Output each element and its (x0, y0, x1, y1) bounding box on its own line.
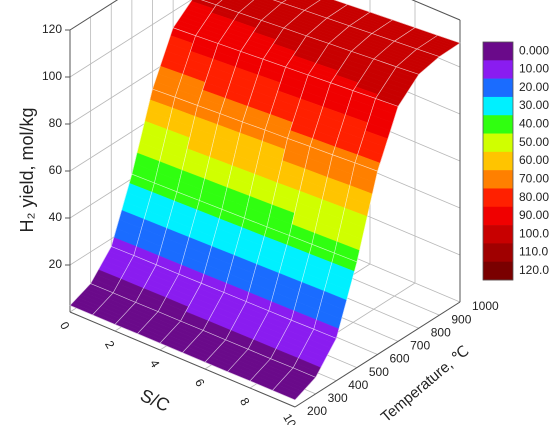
x-tick-label: 10 (280, 411, 299, 425)
colorbar-swatch (483, 133, 513, 153)
colorbar-label: 0.000 (519, 43, 549, 57)
colorbar-swatch (483, 78, 513, 98)
colorbar-label: 120.0 (519, 263, 549, 277)
x-tick-label: 8 (237, 395, 253, 408)
colorbar-swatch (483, 188, 513, 208)
colorbar-label: 50.00 (519, 135, 549, 149)
x-tick-label: 0 (57, 319, 73, 332)
colorbar-swatch (483, 206, 513, 226)
z-tick-label: 40 (49, 210, 63, 224)
colorbar-label: 30.00 (519, 98, 549, 112)
y-tick-label: 1000 (472, 299, 499, 313)
axis-line (69, 311, 296, 408)
colorbar-label: 90.00 (519, 208, 549, 222)
axis-line (411, 0, 461, 21)
x-tick-label: 6 (192, 376, 208, 389)
colorbar-label: 40.00 (519, 117, 549, 131)
y-tick-label: 200 (307, 404, 327, 418)
colorbar-label: 70.00 (519, 171, 549, 185)
y-tick-label: 400 (348, 378, 368, 392)
colorbar-swatch (483, 60, 513, 79)
axis-line (69, 0, 119, 31)
x-axis-label: S/C (137, 385, 173, 416)
y-tick-label: 300 (328, 391, 348, 405)
colorbar-label: 20.00 (519, 80, 549, 94)
z-tick-label: 100 (42, 69, 62, 83)
colorbar-swatch (483, 151, 513, 171)
y-tick-label: 600 (390, 352, 410, 366)
colorbar-label: 110.0 (519, 245, 548, 259)
x-tick-label: 4 (147, 357, 163, 370)
y-tick-label: 900 (451, 312, 471, 326)
z-tick-label: 60 (49, 163, 63, 177)
z-tick-label: 20 (49, 257, 63, 271)
surface (69, 0, 461, 401)
z-tick-label: 120 (42, 22, 62, 36)
colorbar-swatch (483, 170, 513, 189)
colorbar-swatch (483, 225, 513, 244)
colorbar-label: 100.0 (519, 226, 549, 240)
y-tick-label: 700 (410, 339, 430, 353)
x-tick-label: 2 (102, 338, 118, 351)
axis-line (294, 301, 461, 408)
colorbar-label: 80.00 (519, 190, 549, 204)
colorbar-swatch (483, 115, 513, 134)
colorbar-label: 60.00 (519, 153, 549, 167)
colorbar-label: 10.00 (519, 62, 549, 76)
y-tick-label: 800 (431, 325, 451, 339)
colorbar-swatch (483, 96, 513, 116)
z-tick-label: 80 (49, 116, 63, 130)
colorbar-swatch (483, 261, 513, 281)
colorbar-swatch (483, 42, 513, 61)
colorbar-swatch (483, 243, 513, 262)
y-tick-label: 500 (369, 365, 389, 379)
mesh-cell (271, 367, 317, 401)
z-axis-label: H₂ yield, mol/kg (17, 107, 37, 232)
colorbar-frame (482, 41, 514, 281)
